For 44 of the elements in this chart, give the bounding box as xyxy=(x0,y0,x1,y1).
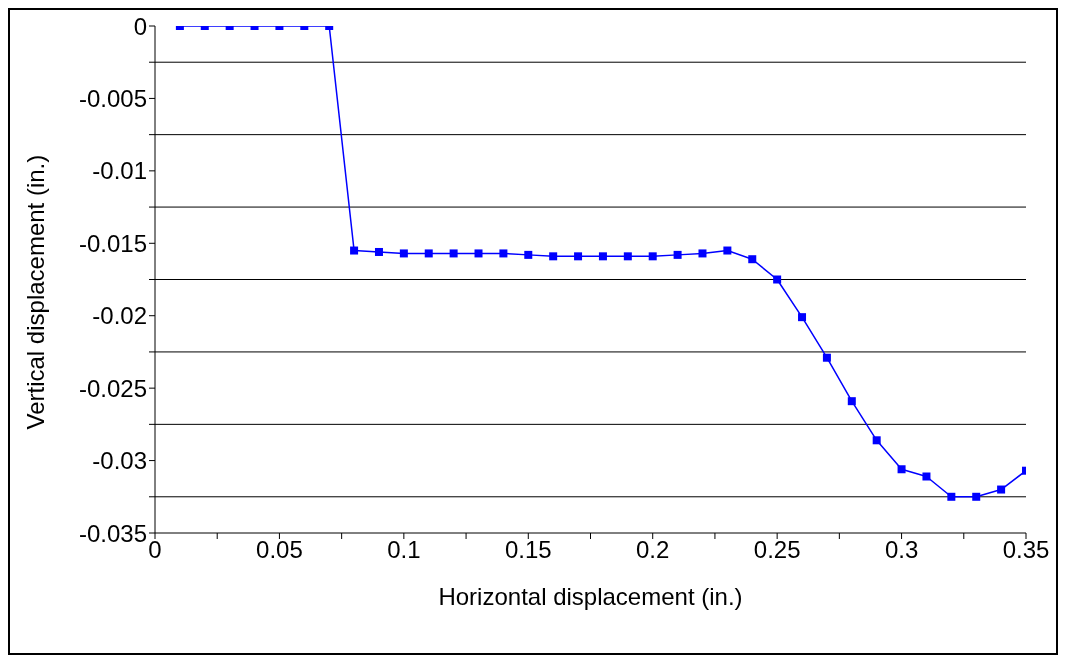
point xyxy=(748,255,757,264)
point xyxy=(798,313,807,322)
point xyxy=(673,250,682,259)
point xyxy=(872,436,881,445)
y-tick-label: -0.01 xyxy=(92,157,147,185)
y-axis-title: Vertical displacement (in.) xyxy=(21,154,49,430)
x-tick-label: 0.15 xyxy=(504,536,552,564)
y-tick-label: -0.02 xyxy=(92,302,147,330)
point xyxy=(897,465,906,474)
point xyxy=(399,249,408,258)
y-tick-label: 0 xyxy=(133,12,147,40)
x-tick-label: 0.2 xyxy=(636,536,670,564)
point xyxy=(723,246,732,255)
y-tick-label: -0.025 xyxy=(78,374,147,402)
point xyxy=(773,275,782,284)
point xyxy=(698,249,707,258)
point xyxy=(972,492,981,501)
y-tick-label: -0.03 xyxy=(92,447,147,475)
point xyxy=(350,246,359,255)
point xyxy=(997,485,1006,494)
point xyxy=(474,249,483,258)
point xyxy=(598,252,607,261)
point xyxy=(499,249,508,258)
point xyxy=(424,249,433,258)
y-tick-label: -0.015 xyxy=(78,229,147,257)
point xyxy=(947,492,956,501)
point xyxy=(623,252,632,261)
y-tick-label: -0.005 xyxy=(78,84,147,112)
x-tick-label: 0.3 xyxy=(884,536,919,564)
point xyxy=(922,472,931,481)
y-tick-label: -0.035 xyxy=(78,519,147,547)
point xyxy=(648,252,657,261)
x-tick-label: 0.05 xyxy=(256,536,303,564)
x-axis-title: Horizontal displacement (in.) xyxy=(438,583,743,610)
point xyxy=(374,247,383,256)
x-tick-label: 0.1 xyxy=(387,536,421,564)
x-tick-label: 0.25 xyxy=(753,536,801,564)
point xyxy=(574,252,583,261)
point xyxy=(449,249,458,258)
point xyxy=(847,397,856,406)
x-tick-label: 0.35 xyxy=(1002,536,1050,564)
point xyxy=(549,252,558,261)
point xyxy=(822,353,831,362)
point xyxy=(524,250,533,259)
